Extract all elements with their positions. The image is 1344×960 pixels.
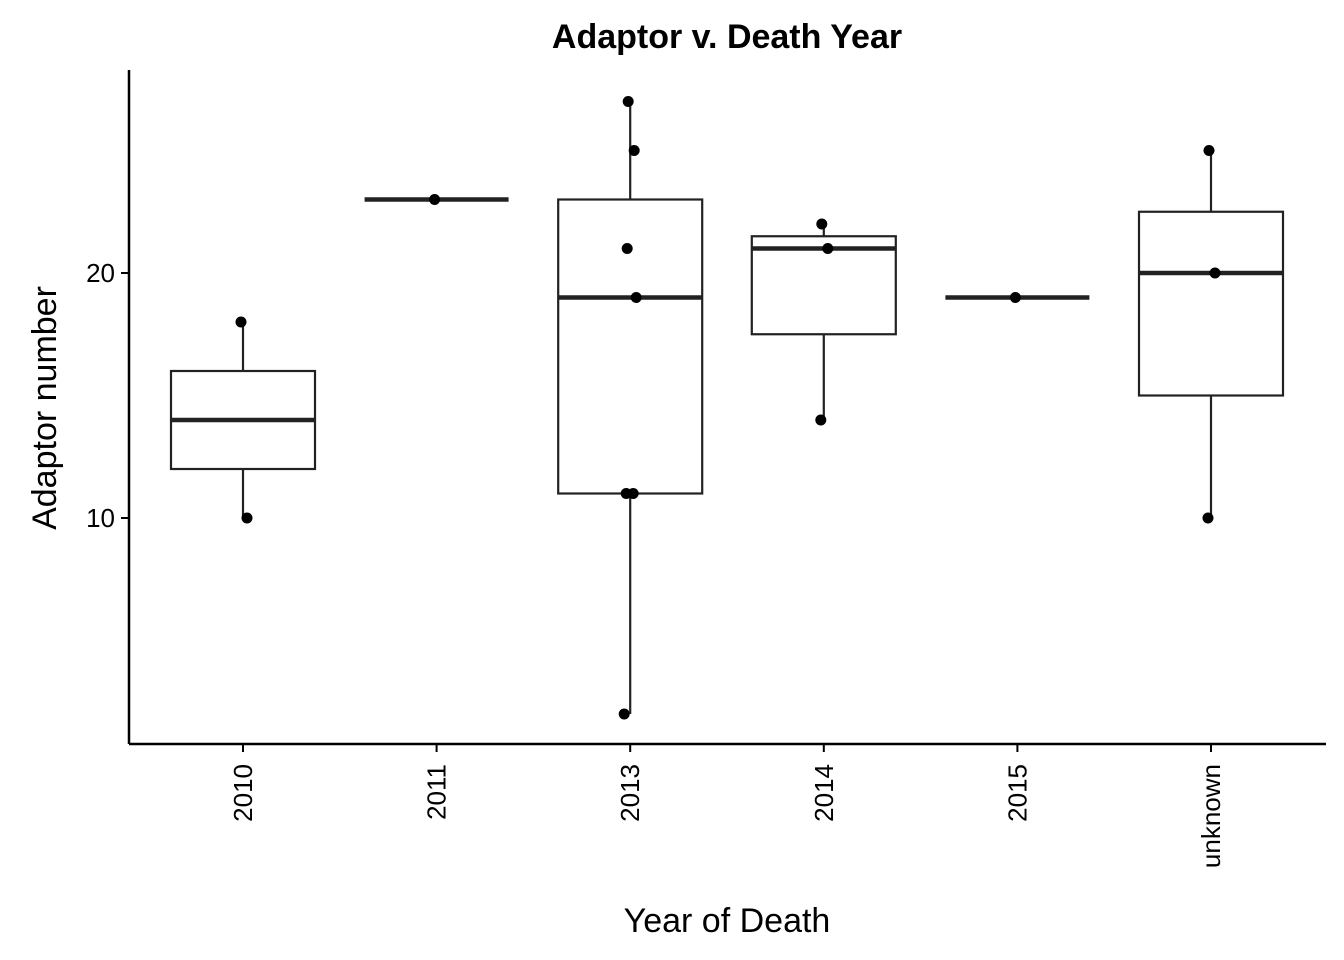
plot-area: 10 20 2010 2011 2013 2014 2015 unknown [86,70,1326,868]
data-point [1209,267,1221,279]
data-point [1202,512,1214,524]
data-point [630,292,642,303]
y-axis-title: Adaptor number [26,286,64,530]
box-iqr [1137,210,1285,397]
data-point [621,243,633,254]
x-tick-label: 2013 [615,764,645,822]
box-iqr [557,198,704,495]
x-tick-label: 2011 [422,764,452,820]
data-point [815,414,827,426]
y-tick-label: 20 [86,258,115,288]
data-point [241,512,253,524]
x-tick-label: 2014 [809,764,839,822]
x-tick-label: unknown [1196,764,1226,868]
data-point [618,708,630,720]
x-tick-label: 2015 [1002,764,1032,822]
data-point [628,145,640,156]
data-point [627,488,639,499]
y-tick-label: 10 [86,503,115,533]
data-point [622,96,634,107]
x-tick-label: 2010 [228,764,258,822]
data-point [822,243,834,254]
data-point [235,316,247,328]
x-axis-title: Year of Death [624,902,831,940]
data-point [816,218,828,230]
data-point [1009,292,1021,303]
data-point [429,194,441,205]
data-point [1203,145,1215,156]
box-iqr [750,235,897,336]
chart-title: Adaptor v. Death Year [552,18,902,56]
